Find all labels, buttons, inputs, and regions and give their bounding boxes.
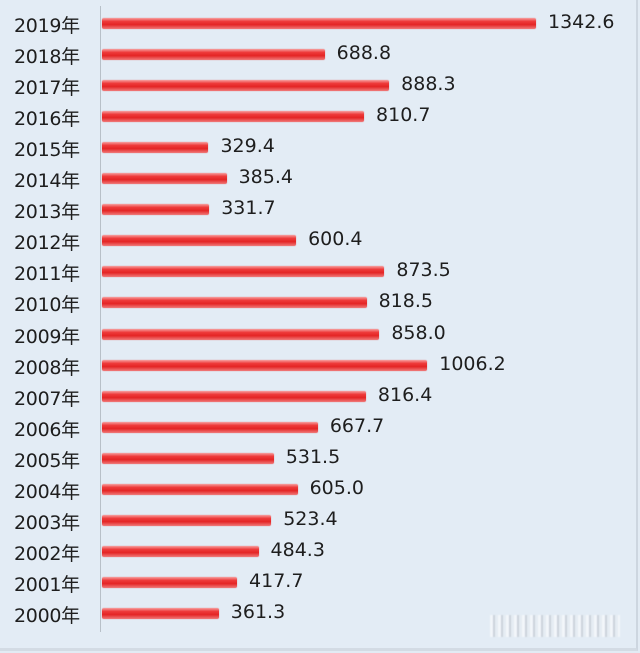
value-label: 818.5 <box>378 290 433 313</box>
bar-row: 2006年 667.7 <box>0 412 620 443</box>
value-label: 361.3 <box>230 600 286 623</box>
category-label: 2016年 <box>14 108 80 131</box>
bar-row: 2014年 385.4 <box>0 163 620 194</box>
value-label: 810.7 <box>376 104 431 127</box>
category-label: 2010年 <box>14 294 80 317</box>
category-label: 2000年 <box>14 604 80 627</box>
value-label: 688.8 <box>336 42 392 65</box>
bar <box>102 607 219 619</box>
category-label: 2018年 <box>14 46 80 69</box>
bar <box>102 545 259 557</box>
value-label: 605.0 <box>309 476 364 499</box>
bar <box>102 328 380 340</box>
bar <box>102 18 536 29</box>
value-label: 1342.6 <box>548 11 615 33</box>
category-label: 2001年 <box>14 573 80 596</box>
bar-row: 2019年 1342.6 <box>0 8 620 39</box>
value-label: 329.4 <box>220 135 275 158</box>
bar-row: 2017年 888.3 <box>0 70 620 101</box>
bar <box>102 390 366 402</box>
bar <box>102 235 297 247</box>
y-axis-line <box>100 6 101 632</box>
value-label: 888.3 <box>401 73 456 96</box>
bar-row: 2005年 531.5 <box>0 443 620 474</box>
bar-row: 2016年 810.7 <box>0 101 620 132</box>
category-label: 2011年 <box>14 263 80 286</box>
bar <box>102 111 365 123</box>
bar <box>102 80 390 92</box>
bar <box>102 297 367 309</box>
value-label: 600.4 <box>308 228 363 251</box>
value-label: 417.7 <box>249 569 304 592</box>
category-label: 2017年 <box>14 77 80 100</box>
bar <box>102 204 210 216</box>
category-label: 2005年 <box>14 449 80 472</box>
bar <box>102 173 227 185</box>
category-label: 2009年 <box>14 325 80 348</box>
bar-row: 2004年 605.0 <box>0 474 620 505</box>
value-label: 523.4 <box>283 507 338 530</box>
category-label: 2006年 <box>14 418 80 441</box>
bar <box>102 49 325 61</box>
bar-row: 2002年 484.3 <box>0 536 620 567</box>
bar <box>102 421 318 433</box>
value-label: 331.7 <box>221 197 276 220</box>
bar <box>102 514 272 526</box>
bar-row: 2001年 417.7 <box>0 567 620 598</box>
value-label: 873.5 <box>396 259 451 282</box>
category-label: 2012年 <box>14 232 80 255</box>
bar-row: 2011年 873.5 <box>0 256 620 287</box>
category-label: 2013年 <box>14 201 80 224</box>
value-label: 858.0 <box>391 321 446 344</box>
category-label: 2007年 <box>14 387 80 410</box>
value-label: 1006.2 <box>439 352 506 375</box>
value-label: 816.4 <box>377 383 433 406</box>
bar-row: 2008年 1006.2 <box>0 350 620 381</box>
watermark <box>490 615 620 637</box>
value-label: 531.5 <box>285 445 341 468</box>
bar <box>102 452 274 464</box>
category-label: 2015年 <box>14 139 80 162</box>
value-label: 484.3 <box>270 538 325 561</box>
category-label: 2003年 <box>14 511 80 534</box>
category-label: 2008年 <box>14 356 80 379</box>
bar <box>102 359 428 371</box>
category-label: 2014年 <box>14 170 80 193</box>
bar-row: 2000年 361.3 <box>0 598 620 629</box>
bar <box>102 483 298 495</box>
category-label: 2019年 <box>14 15 80 37</box>
bar-row: 2013年 331.7 <box>0 194 620 225</box>
bar <box>102 142 209 154</box>
bar-row: 2015年 329.4 <box>0 132 620 163</box>
bar-row: 2009年 858.0 <box>0 319 620 350</box>
bar <box>102 266 385 278</box>
value-label: 385.4 <box>238 166 293 189</box>
bar-row: 2007年 816.4 <box>0 381 620 412</box>
bar-row: 2010年 818.5 <box>0 287 620 318</box>
bar-row: 2018年 688.8 <box>0 39 620 70</box>
category-label: 2004年 <box>14 480 80 503</box>
bar <box>102 576 238 588</box>
category-label: 2002年 <box>14 542 80 565</box>
value-label: 667.7 <box>329 414 385 437</box>
bar-row: 2003年 523.4 <box>0 505 620 536</box>
bar-row: 2012年 600.4 <box>0 225 620 256</box>
